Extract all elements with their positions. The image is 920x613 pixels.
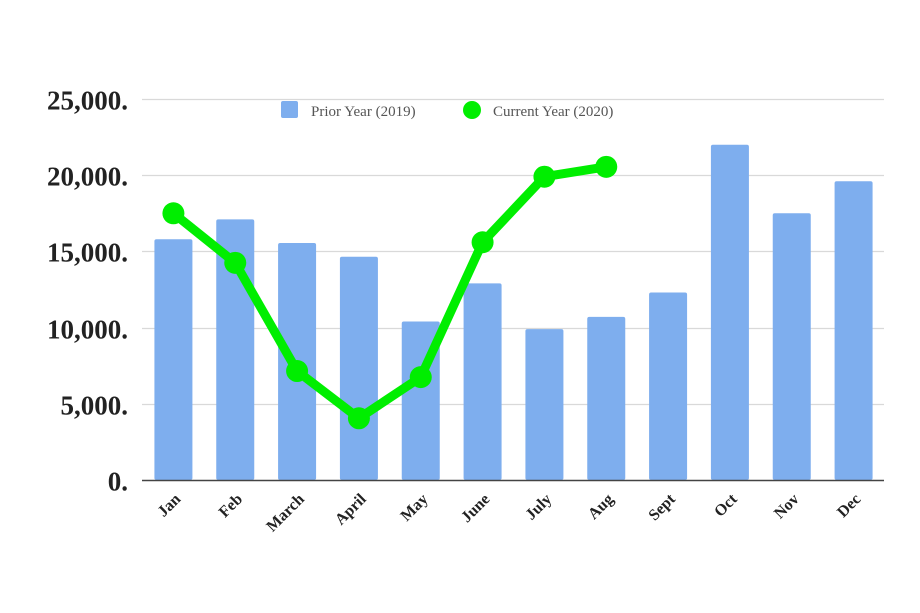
line-point-may — [409, 366, 432, 389]
bar-june — [463, 283, 502, 480]
x-tick-label: Dec — [834, 491, 864, 521]
y-tick-label: 15,000. — [47, 238, 128, 268]
line-point-july — [533, 165, 556, 188]
x-tick-label: May — [398, 491, 432, 525]
legend-square-icon — [281, 101, 298, 118]
line-point-june — [471, 231, 494, 254]
line-point-aug — [595, 155, 618, 178]
x-tick-label: Aug — [585, 491, 617, 523]
y-axis-tick-labels: 0. 5,000. 10,000. 15,000. 20,000. 25,000. — [47, 86, 128, 497]
legend-label-prior-year: Prior Year (2019) — [311, 104, 416, 120]
x-tick-label: Sept — [646, 490, 680, 524]
x-tick-label: Jan — [155, 491, 185, 521]
bar-april — [339, 256, 378, 480]
y-tick-label: 25,000. — [47, 86, 128, 116]
x-tick-label: Oct — [711, 490, 741, 520]
legend: Prior Year (2019) Current Year (2020) — [281, 101, 613, 120]
bar-jan — [154, 239, 193, 480]
bar-july — [525, 329, 564, 480]
current-year-line — [162, 155, 618, 430]
gridlines — [142, 98, 884, 406]
x-tick-label: July — [522, 491, 555, 524]
line-point-march — [286, 360, 309, 383]
y-tick-label: 0. — [108, 467, 128, 497]
legend-circle-icon — [463, 101, 481, 119]
x-tick-label: Feb — [216, 491, 246, 521]
y-tick-label: 10,000. — [47, 315, 128, 345]
bar-sept — [649, 292, 688, 480]
y-tick-label: 5,000. — [61, 391, 129, 421]
line-point-feb — [224, 251, 247, 274]
x-axis-tick-labels: Jan Feb March April May June July Aug Sept Oct Nov… — [155, 490, 865, 535]
bar-aug — [587, 316, 626, 480]
bar-nov — [772, 213, 811, 481]
x-tick-label: March — [263, 491, 308, 536]
x-tick-label: June — [458, 491, 493, 526]
line-point-jan — [162, 202, 185, 225]
current-year-polyline — [168, 162, 611, 423]
line-point-april — [347, 407, 370, 430]
x-tick-label: April — [332, 490, 370, 528]
legend-label-current-year: Current Year (2020) — [493, 104, 613, 120]
x-tick-label: Nov — [771, 491, 803, 523]
bar-oct — [710, 144, 749, 480]
y-tick-label: 20,000. — [47, 162, 128, 192]
bar-dec — [834, 181, 873, 480]
